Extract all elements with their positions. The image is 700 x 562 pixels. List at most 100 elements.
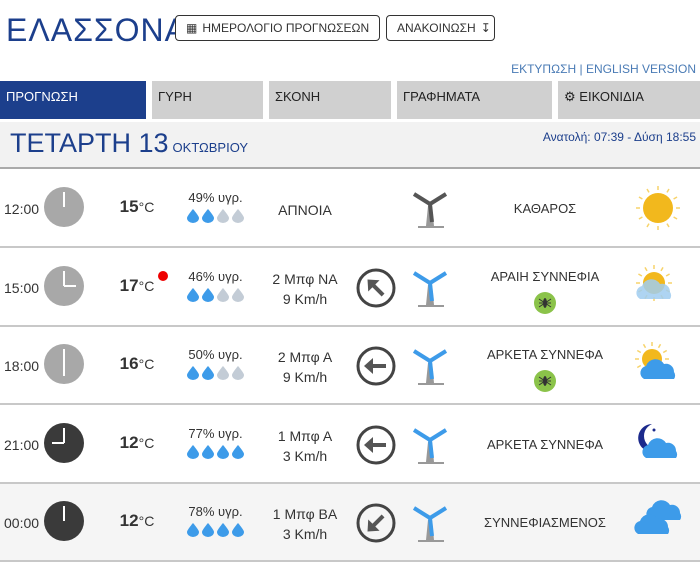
alert-dot-icon[interactable] bbox=[158, 270, 168, 281]
condition-text: ΑΡΚΕΤΑ ΣΥΝΝΕΦΑ bbox=[486, 436, 604, 452]
night-clock-icon bbox=[44, 422, 84, 468]
wind-force: 1 Μπφ ΒΑ bbox=[272, 506, 338, 522]
mosquito-icon bbox=[465, 370, 625, 395]
humidity: 49% υγρ. bbox=[178, 190, 253, 223]
announcement-label: ΑΝΑΚΟΙΝΩΣΗ bbox=[397, 21, 476, 35]
forecast-time: 21:00 bbox=[4, 436, 40, 453]
wind: ΑΠΝΟΙΑ bbox=[278, 202, 332, 218]
wind-direction-arrow-icon bbox=[355, 502, 397, 549]
cloud-weather-icon bbox=[632, 498, 684, 553]
wind: 1 Μπφ Α 3 Km/h bbox=[255, 426, 355, 466]
humidity-text: 46% υγρ. bbox=[188, 268, 243, 284]
temperature-value: 15 bbox=[119, 197, 139, 216]
announcement-button[interactable]: ΑΝΑΚΟΙΝΩΣΗ ↧ bbox=[386, 15, 495, 41]
temperature-unit: °C bbox=[138, 356, 155, 372]
temperature-value: 17 bbox=[119, 275, 139, 295]
humidity-drop-icon bbox=[202, 523, 214, 537]
humidity-drop-icon bbox=[187, 366, 199, 380]
weather-condition: ΣΥΝΝΕΦΙΑΣΜΕΝΟΣ bbox=[465, 515, 625, 530]
tab-dust[interactable]: ΣΚΟΝΗ bbox=[269, 81, 391, 119]
temperature-unit: °C bbox=[138, 434, 155, 451]
wind-turbine-icon bbox=[410, 422, 450, 473]
clock-icon bbox=[44, 265, 84, 311]
night-clock-icon bbox=[44, 501, 84, 546]
wind-direction-arrow-icon bbox=[355, 267, 397, 314]
tab-widgets[interactable]: ⚙ ΕΙΚΟΝΙΔΙΑ bbox=[558, 81, 700, 119]
weather-condition: ΚΑΘΑΡΟΣ bbox=[465, 201, 625, 216]
humidity-drop-icon bbox=[217, 523, 229, 537]
english-version-link[interactable]: ENGLISH VERSION bbox=[585, 62, 696, 76]
sunrise-sunset: Ανατολή: 07:39 - Δύση 18:55 bbox=[542, 130, 696, 144]
humidity-drop-icon bbox=[187, 444, 199, 459]
weekday-date: ΤΕΤΑΡΤΗ 13 bbox=[10, 128, 169, 158]
humidity-drops bbox=[178, 366, 253, 380]
wind-speed: 3 Km/h bbox=[282, 526, 328, 542]
day-header: ΤΕΤΑΡΤΗ 13 ΟΚΤΩΒΡΙΟΥ Ανατολή: 07:39 - Δύσ… bbox=[0, 122, 700, 169]
download-arrow-icon: ↧ bbox=[480, 21, 491, 35]
condition-text: ΑΡΚΕΤΑ ΣΥΝΝΕΦΑ bbox=[486, 347, 604, 362]
temperature: 16°C bbox=[112, 354, 162, 374]
humidity-drop-icon bbox=[217, 444, 229, 459]
humidity-drop-icon bbox=[217, 366, 229, 380]
top-links: ΕΚΤΥΠΩΣΗ | ENGLISH VERSION bbox=[511, 62, 696, 76]
forecast-time: 15:00 bbox=[4, 279, 40, 296]
humidity-drop-icon bbox=[187, 209, 199, 223]
sun-light-cloud-weather-icon bbox=[632, 263, 684, 318]
temperature-unit: °C bbox=[138, 513, 155, 529]
wind-turbine-icon bbox=[410, 500, 450, 551]
condition-text: ΣΥΝΝΕΦΙΑΣΜΕΝΟΣ bbox=[484, 515, 606, 530]
sun-weather-icon bbox=[632, 184, 684, 239]
city-title: ΕΛΑΣΣΟΝΑ bbox=[6, 12, 187, 48]
humidity-drop-icon bbox=[232, 287, 244, 302]
forecast-row: 12:00 15°C 49% υγρ. ΑΠΝΟΙΑ ΚΑΘΑΡΟΣ bbox=[0, 170, 700, 248]
month: ΟΚΤΩΒΡΙΟΥ bbox=[172, 140, 249, 155]
forecast-row: 18:00 16°C 50% υγρ. 2 Μπφ Α 9 Km/h ΑΡΚΕΤΑ Σ… bbox=[0, 327, 700, 405]
humidity-text: 78% υγρ. bbox=[188, 504, 243, 519]
wind-speed: 9 Km/h bbox=[282, 290, 328, 307]
temperature-unit: °C bbox=[138, 277, 155, 294]
wind-turbine-icon bbox=[410, 186, 450, 237]
temperature: 12°C bbox=[112, 511, 162, 531]
humidity-drops bbox=[178, 209, 253, 223]
sun-cloud-weather-icon bbox=[632, 341, 684, 396]
weather-condition: ΑΡΚΕΤΑ ΣΥΝΝΕΦΑ bbox=[465, 347, 625, 395]
tab-widgets-label: ΕΙΚΟΝΙΔΙΑ bbox=[579, 89, 644, 104]
humidity-drop-icon bbox=[217, 287, 229, 302]
forecast-time: 00:00 bbox=[4, 515, 40, 531]
tab-charts[interactable]: ΓΡΑΦΗΜΑΤΑ bbox=[397, 81, 552, 119]
tab-bar: ΠΡΟΓΝΩΣΗ ΓΥΡΗ ΣΚΟΝΗ ΓΡΑΦΗΜΑΤΑ ⚙ ΕΙΚΟΝΙΔΙ… bbox=[0, 81, 700, 119]
humidity-text: 49% υγρ. bbox=[188, 190, 243, 205]
humidity: 50% υγρ. bbox=[178, 347, 253, 380]
temperature: 15°C bbox=[112, 197, 162, 217]
humidity-drop-icon bbox=[202, 444, 214, 459]
tab-forecast[interactable]: ΠΡΟΓΝΩΣΗ bbox=[0, 81, 146, 119]
print-link[interactable]: ΕΚΤΥΠΩΣΗ bbox=[511, 62, 577, 76]
wind-force: 2 Μπφ ΝΑ bbox=[272, 270, 338, 287]
calendar-icon: ▦ bbox=[186, 21, 198, 35]
temperature-unit: °C bbox=[138, 199, 155, 215]
temperature-value: 12 bbox=[119, 511, 139, 530]
temperature: 12°C bbox=[112, 433, 162, 453]
wind-turbine-icon bbox=[410, 343, 450, 394]
mosquito-icon bbox=[465, 291, 625, 317]
humidity: 46% υγρ. bbox=[178, 269, 253, 302]
condition-text: ΑΡΑΙΗ ΣΥΝΝΕΦΙΑ bbox=[490, 268, 600, 284]
clock-icon bbox=[44, 187, 84, 232]
humidity-drop-icon bbox=[202, 287, 214, 302]
link-separator: | bbox=[579, 62, 583, 76]
clock-icon bbox=[44, 344, 84, 389]
temperature: 17°C bbox=[112, 276, 162, 296]
humidity-drop-icon bbox=[232, 209, 244, 223]
humidity: 78% υγρ. bbox=[178, 504, 253, 537]
moon-cloud-weather-icon bbox=[632, 420, 684, 475]
wind-force: 2 Μπφ Α bbox=[277, 349, 333, 365]
wind-speed: 3 Km/h bbox=[282, 447, 328, 464]
weather-condition: ΑΡΚΕΤΑ ΣΥΝΝΕΦΑ bbox=[465, 437, 625, 452]
day-title: ΤΕΤΑΡΤΗ 13 ΟΚΤΩΒΡΙΟΥ bbox=[10, 128, 248, 159]
wind-speed: 9 Km/h bbox=[282, 369, 328, 385]
wind: 1 Μπφ ΒΑ 3 Km/h bbox=[255, 504, 355, 544]
forecast-calendar-button[interactable]: ▦ ΗΜΕΡΟΛΟΓΙΟ ΠΡΟΓΝΩΣΕΩΝ bbox=[175, 15, 381, 41]
tab-pollen[interactable]: ΓΥΡΗ bbox=[152, 81, 263, 119]
humidity-drop-icon bbox=[217, 209, 229, 223]
temperature-value: 16 bbox=[119, 354, 139, 373]
